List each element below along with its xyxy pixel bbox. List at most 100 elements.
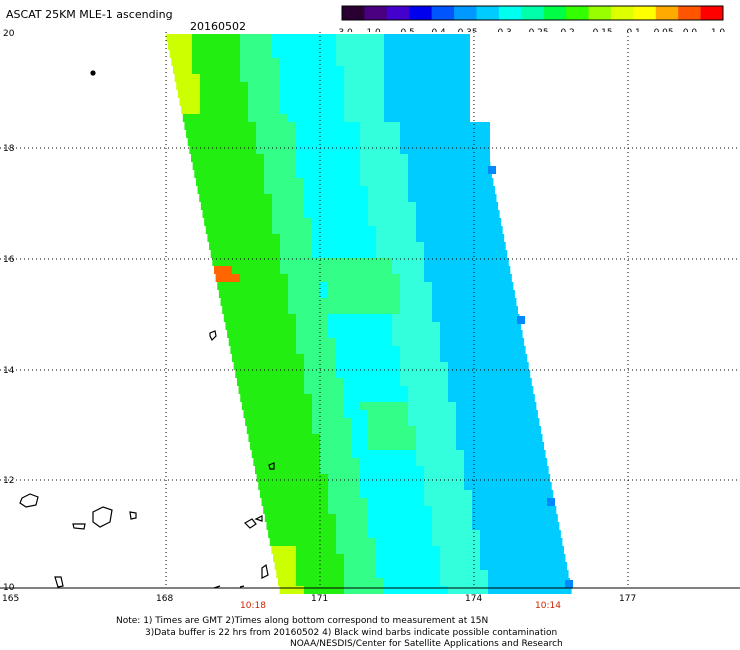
- swath-cell: [504, 482, 512, 490]
- swath-cell: [304, 330, 312, 338]
- swath-cell: [216, 226, 224, 234]
- swath-cell: [368, 234, 376, 242]
- swath-cell: [224, 50, 232, 58]
- swath-cell: [272, 250, 280, 258]
- swath-cell: [360, 282, 368, 290]
- swath-cell: [352, 194, 360, 202]
- swath-cell: [368, 170, 376, 178]
- swath-cell: [512, 386, 520, 394]
- swath-cell: [432, 578, 440, 586]
- swath-cell: [416, 370, 424, 378]
- swath-cell: [424, 370, 432, 378]
- swath-cell: [376, 394, 384, 402]
- swath-cell: [304, 434, 312, 442]
- swath-cell: [224, 106, 232, 114]
- swath-cell: [440, 226, 448, 234]
- swath-cell: [352, 538, 360, 546]
- swath-cell: [288, 282, 296, 290]
- swath-cell: [440, 34, 448, 42]
- swath-cell: [424, 130, 432, 138]
- swath-cell: [400, 138, 408, 146]
- swath-cell: [280, 250, 288, 258]
- swath-cell: [432, 130, 440, 138]
- swath-cell: [456, 298, 464, 306]
- swath-cell: [280, 138, 288, 146]
- swath-cell: [304, 98, 312, 106]
- swath-cell: [496, 370, 504, 378]
- swath-cell: [184, 90, 192, 98]
- swath-cell: [440, 322, 448, 330]
- swath-cell: [432, 210, 440, 218]
- swath-cell: [456, 402, 464, 410]
- swath-cell: [312, 226, 320, 234]
- swath-cell: [376, 186, 384, 194]
- swath-cell: [384, 378, 392, 386]
- swath-cell: [464, 106, 470, 114]
- swath-cell: [488, 154, 490, 162]
- swath-cell: [328, 586, 336, 594]
- swath-cell: [288, 418, 296, 426]
- swath-cell: [328, 314, 336, 322]
- swath-cell: [496, 426, 504, 434]
- swath-cell: [296, 226, 304, 234]
- swath-cell: [264, 178, 272, 186]
- swath-cell: [232, 178, 240, 186]
- swath-cell: [360, 434, 368, 442]
- swath-cell: [384, 42, 392, 50]
- swath-cell: [448, 482, 456, 490]
- swath-cell: [264, 474, 272, 482]
- swath-cell: [416, 146, 424, 154]
- swath-cell: [296, 250, 304, 258]
- swath-cell: [472, 402, 480, 410]
- swath-cell: [208, 186, 216, 194]
- swath-cell: [488, 386, 496, 394]
- swath-cell: [264, 306, 272, 314]
- swath-cell: [304, 474, 312, 482]
- swath-cell: [296, 418, 304, 426]
- swath-cell: [368, 186, 376, 194]
- swath-cell: [208, 162, 216, 170]
- swath-cell: [368, 34, 376, 42]
- swath-cell: [216, 186, 224, 194]
- swath-cell: [304, 130, 312, 138]
- swath-cell: [400, 394, 408, 402]
- swath-cell: [440, 282, 448, 290]
- swath-cell: [432, 378, 440, 386]
- swath-cell: [504, 514, 512, 522]
- swath-cell: [424, 74, 432, 82]
- swath-cell: [400, 426, 408, 434]
- swath-cell: [464, 466, 472, 474]
- swath-cell: [288, 274, 296, 282]
- swath-cell: [328, 514, 336, 522]
- swath-cell: [328, 130, 336, 138]
- swath-cell: [416, 306, 424, 314]
- swath-cell: [400, 506, 408, 514]
- swath-cell: [312, 514, 320, 522]
- swath-cell: [368, 554, 376, 562]
- swath-cell: [408, 138, 416, 146]
- swath-cell: [536, 426, 541, 434]
- swath-cell: [280, 458, 288, 466]
- swath-cell: [312, 402, 320, 410]
- swath-cell: [392, 586, 400, 594]
- swath-cell: [464, 442, 472, 450]
- swath-cell: [496, 210, 500, 218]
- swath-cell: [464, 450, 472, 458]
- swath-cell: [528, 490, 536, 498]
- swath-cell: [264, 186, 272, 194]
- swath-cell: [256, 274, 264, 282]
- swath-cell: [192, 74, 200, 82]
- swath-cell: [256, 354, 264, 362]
- swath-cell: [280, 122, 288, 130]
- swath-cell: [264, 74, 272, 82]
- swath-cell: [472, 178, 480, 186]
- swath-cell: [344, 306, 352, 314]
- swath-cell: [312, 298, 320, 306]
- swath-cell: [400, 194, 408, 202]
- swath-cell: [480, 258, 488, 266]
- swath-cell: [320, 242, 328, 250]
- swath-cell: [480, 474, 488, 482]
- swath-cell: [400, 146, 408, 154]
- swath-cell: [296, 258, 304, 266]
- swath-cell: [344, 362, 352, 370]
